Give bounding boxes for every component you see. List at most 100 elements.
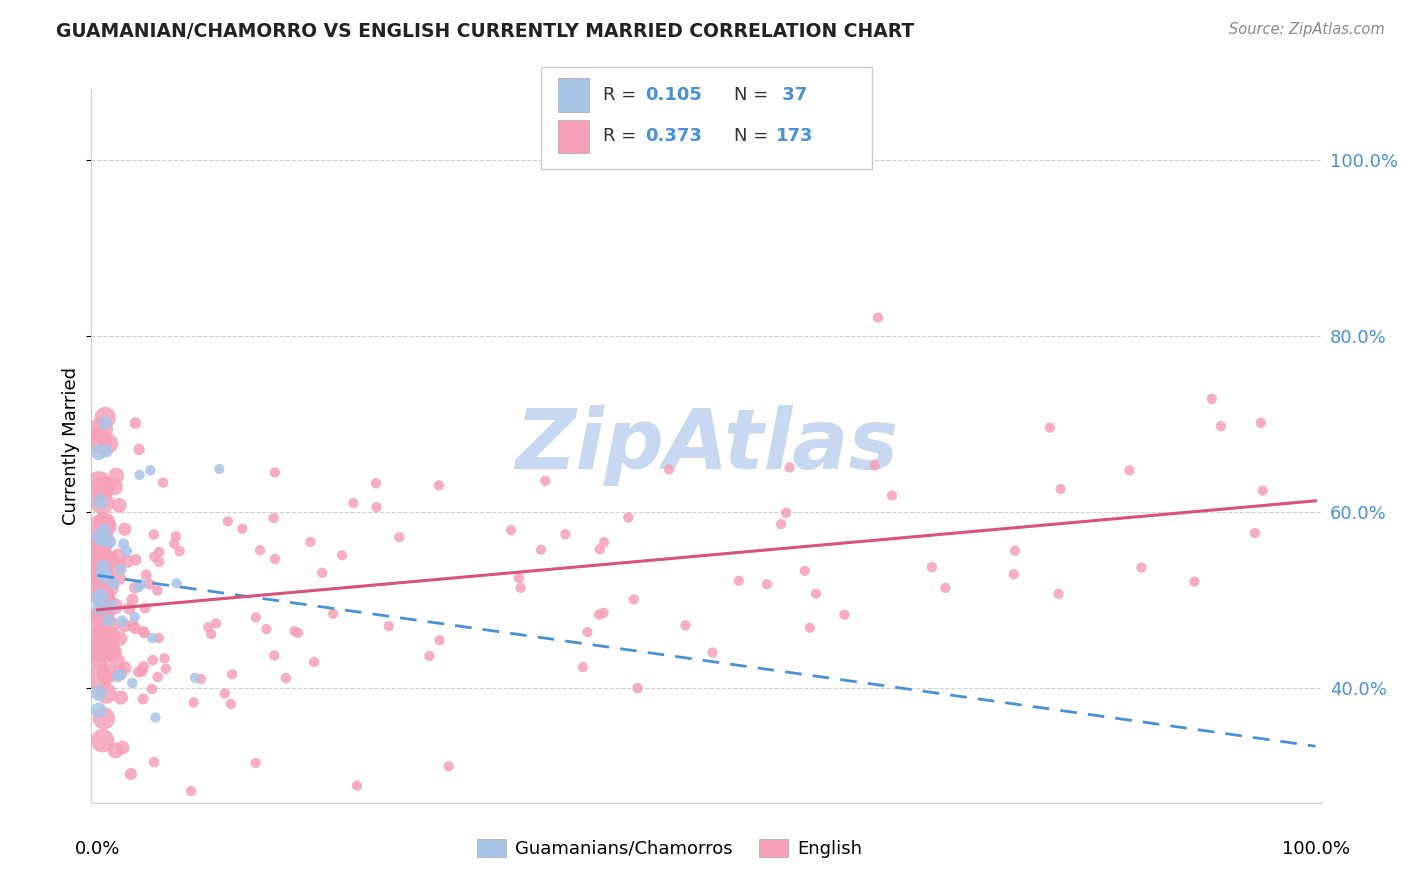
- Point: [1002, 567, 1025, 582]
- Point: [256, 622, 278, 636]
- Point: [89, 423, 111, 437]
- Point: [89, 530, 111, 544]
- Point: [588, 607, 610, 622]
- Text: R =: R =: [603, 87, 643, 104]
- Point: [98, 618, 121, 632]
- Point: [91, 589, 114, 603]
- Point: [90, 589, 112, 603]
- Point: [110, 690, 132, 705]
- Point: [658, 462, 681, 476]
- Point: [264, 466, 287, 480]
- Point: [93, 568, 115, 582]
- Point: [623, 592, 645, 607]
- Point: [89, 634, 111, 648]
- Point: [120, 767, 142, 781]
- Point: [93, 516, 115, 531]
- Point: [110, 632, 132, 646]
- Point: [98, 534, 121, 549]
- Point: [509, 581, 531, 595]
- Point: [231, 522, 253, 536]
- Point: [593, 535, 616, 549]
- Point: [249, 543, 271, 558]
- Point: [87, 614, 110, 628]
- Point: [366, 500, 388, 515]
- Point: [89, 560, 111, 574]
- Point: [91, 533, 114, 548]
- Point: [108, 499, 131, 513]
- Point: [139, 463, 162, 477]
- Point: [152, 475, 174, 490]
- Point: [93, 628, 115, 642]
- Point: [101, 644, 124, 658]
- Point: [90, 519, 112, 533]
- Point: [112, 537, 135, 551]
- Text: 0.373: 0.373: [645, 128, 702, 145]
- Point: [769, 517, 792, 532]
- Point: [727, 574, 749, 588]
- Point: [138, 577, 160, 591]
- Point: [87, 703, 110, 717]
- Point: [142, 653, 165, 667]
- Point: [124, 610, 146, 624]
- Point: [134, 601, 156, 615]
- Point: [91, 495, 114, 509]
- Point: [530, 542, 553, 557]
- Point: [153, 651, 176, 665]
- Point: [145, 710, 167, 724]
- Point: [388, 530, 411, 544]
- Point: [87, 591, 110, 606]
- Point: [626, 681, 648, 695]
- Point: [1039, 420, 1062, 434]
- Point: [501, 523, 523, 537]
- Point: [793, 564, 815, 578]
- Point: [287, 625, 309, 640]
- Point: [94, 410, 117, 425]
- Point: [165, 529, 187, 543]
- Point: [775, 506, 797, 520]
- Point: [1004, 543, 1026, 558]
- Point: [89, 648, 111, 662]
- Point: [94, 568, 117, 582]
- Point: [87, 551, 110, 566]
- Point: [89, 494, 111, 508]
- Point: [107, 549, 129, 563]
- Text: ZipAtlas: ZipAtlas: [515, 406, 898, 486]
- Point: [245, 610, 267, 624]
- Point: [148, 631, 170, 645]
- Point: [166, 576, 188, 591]
- Point: [103, 576, 125, 591]
- Point: [104, 480, 127, 494]
- Point: [87, 686, 110, 700]
- Point: [121, 676, 143, 690]
- Point: [190, 672, 212, 686]
- Point: [184, 671, 207, 685]
- Point: [756, 577, 779, 591]
- Point: [330, 548, 353, 562]
- Point: [110, 562, 132, 576]
- Point: [100, 640, 122, 654]
- Point: [96, 666, 118, 681]
- Point: [122, 618, 145, 632]
- Point: [377, 619, 399, 633]
- Point: [87, 477, 110, 491]
- Point: [110, 665, 132, 680]
- Point: [134, 625, 156, 640]
- Point: [117, 554, 139, 568]
- Point: [107, 558, 129, 573]
- Point: [1118, 463, 1140, 477]
- Point: [87, 580, 110, 594]
- Point: [180, 784, 202, 798]
- Text: N =: N =: [734, 87, 773, 104]
- Point: [127, 580, 149, 594]
- Point: [146, 670, 169, 684]
- Point: [91, 568, 114, 582]
- Point: [105, 468, 128, 483]
- Point: [131, 577, 153, 591]
- Point: [779, 460, 801, 475]
- Point: [1243, 526, 1265, 541]
- Point: [169, 544, 191, 558]
- Text: 0.0%: 0.0%: [75, 839, 120, 858]
- Point: [132, 692, 155, 706]
- Point: [427, 478, 450, 492]
- Point: [221, 667, 243, 681]
